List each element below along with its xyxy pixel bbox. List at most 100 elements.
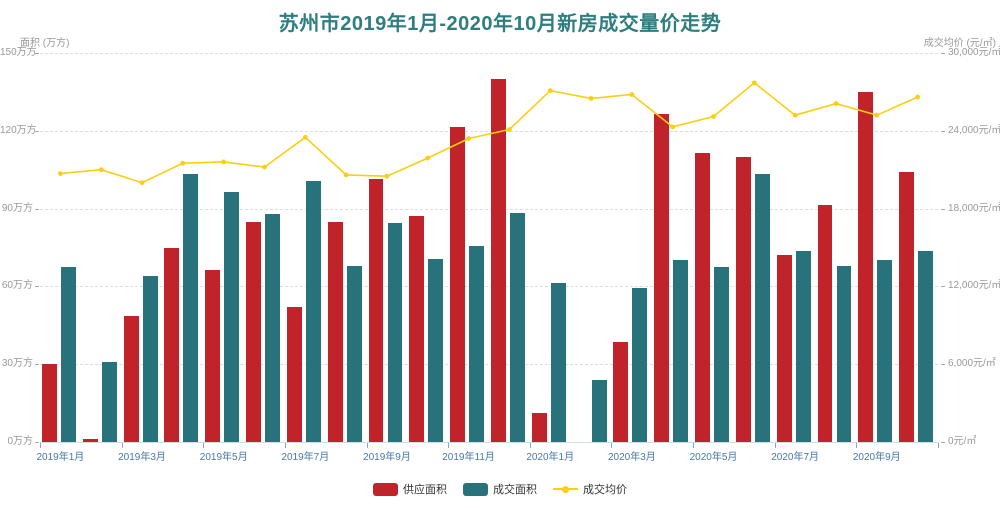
price-point [58,171,63,176]
right-axis-tick-label: 18,000元/㎡ [948,202,1000,214]
x-axis-tick [856,443,858,448]
chart-title: 苏州市2019年1月-2020年10月新房成交量价走势 [278,13,722,35]
price-point [180,160,186,166]
x-axis-tick [203,443,205,448]
supply-bar [735,156,751,442]
price-point [588,95,594,101]
deal-bar [550,282,566,442]
deal-bar [591,379,607,442]
price-point [874,112,880,118]
x-axis-tick-label: 2019年9月 [363,452,411,463]
left-axis-tick-label: 30万方 [1,358,33,370]
deal-bar [714,266,729,442]
right-axis-title: 成交均价 (元/㎡) [923,38,996,49]
supply-bar [246,221,262,442]
left-axis-tick-label: 120万方 [0,124,37,136]
legend-item-avg-price[interactable]: 成交均价 [553,481,627,497]
x-axis-tick [284,443,286,448]
x-axis-tick-label: 2020年5月 [689,452,738,463]
x-axis-tick-label: 2020年3月 [607,452,656,463]
right-axis-tick-label: 0元/㎡ [948,436,977,447]
x-axis-tick [448,443,450,448]
right-axis-tick [941,286,945,288]
left-axis-tick [35,130,39,132]
x-axis-tick-label: 2019年1月 [36,452,85,463]
line-swatch-dot [562,485,569,493]
gridline [40,208,938,210]
price-point [98,167,104,173]
left-axis-tick [35,53,39,54]
x-axis-tick [611,443,613,448]
price-point [262,164,267,170]
right-axis-tick-label: 12,000元/㎡ [948,280,1000,292]
supply-bar [899,172,915,442]
gridline [40,130,938,132]
legend-item-label: 成交面积 [493,484,537,496]
deal-bar [428,259,444,442]
x-axis-tick [121,443,123,448]
price-point [670,124,676,130]
left-axis-tick-label: 0万方 [7,436,33,447]
left-axis-tick-label: 90万方 [1,202,33,214]
right-axis-tick [941,364,945,366]
deal-bar [795,251,811,442]
x-axis-tick-label: 2019年7月 [281,452,330,463]
supply-bar [368,178,384,442]
right-axis-tick [941,442,945,443]
supply-bar [491,78,506,442]
x-axis-tick [938,443,939,448]
left-axis-tick [35,364,39,366]
legend-item-label: 成交均价 [583,484,627,496]
deal-bar [305,181,321,442]
x-axis-tick-label: 2020年9月 [852,452,901,463]
supply-bar [613,342,629,442]
deal-bar [224,191,240,442]
left-axis-tick [35,286,39,288]
legend-item-supply-area[interactable]: 供应面积 [373,481,447,497]
price-point [711,114,716,119]
supply-bar [531,413,547,442]
x-axis-tick-label: 2020年7月 [771,452,820,463]
deal-bar [632,287,648,442]
left-axis-tick [35,208,39,210]
gridline [40,53,938,54]
legend-item-label: 供应面积 [403,484,447,496]
x-axis-tick [774,443,776,448]
deal-bar [387,222,403,442]
supply-bar [205,269,221,442]
deal-bar [510,212,525,442]
supply-bar [42,364,57,442]
x-axis-tick [529,443,531,448]
x-axis-tick-label: 2019年3月 [118,452,166,463]
x-axis-tick-label: 2019年11月 [442,452,495,463]
supply-bar [817,204,833,442]
deal-bar [61,266,76,442]
supply-bar [858,91,874,442]
price-point [343,172,349,178]
price-point [466,136,471,141]
right-axis-tick [941,130,945,132]
supply-bar [450,126,466,442]
x-axis-tick-label: 2020年1月 [526,452,575,463]
line-swatch-icon [553,483,578,496]
deal-bar [265,213,280,442]
supply-bar [409,216,425,442]
legend-item-deal-area[interactable]: 成交面积 [463,481,537,497]
deal-bar [142,276,158,442]
deal-bar [836,265,852,442]
price-point [915,94,920,100]
price-point [384,173,390,179]
x-axis-tick [693,443,695,448]
deal-bar [918,251,934,442]
price-point [507,127,512,132]
deal-bar [346,265,362,442]
x-axis-tick-label: 2019年5月 [199,452,248,463]
price-point [629,92,635,97]
supply-bar [327,221,343,442]
left-axis-title: 面积 (万方) [20,38,70,49]
x-axis-line [40,442,939,443]
supply-bar [286,307,302,442]
right-axis-tick-label: 24,000元/㎡ [948,124,1000,136]
supply-bar [123,316,139,442]
